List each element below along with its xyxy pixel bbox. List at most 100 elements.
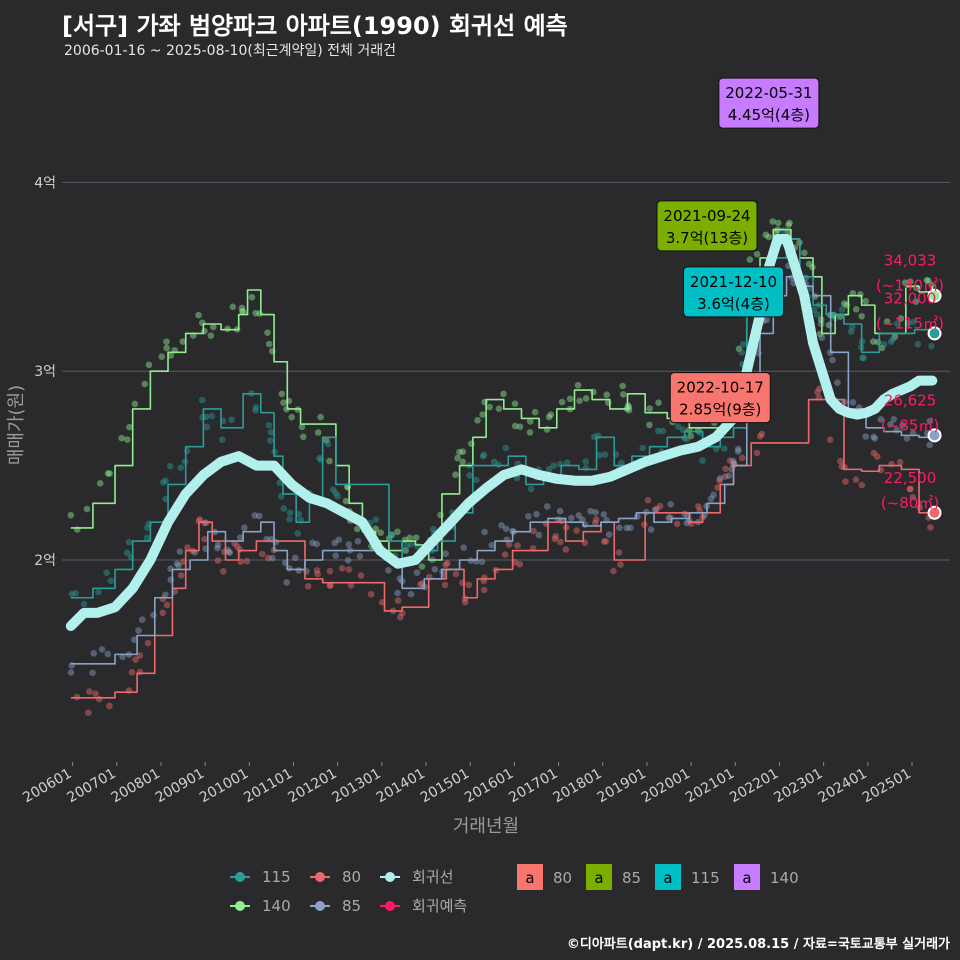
scatter-point xyxy=(131,400,139,408)
scatter-point xyxy=(533,510,540,518)
scatter-point xyxy=(903,435,911,442)
scatter-point xyxy=(625,406,633,414)
scatter-point xyxy=(145,361,153,369)
scatter-point xyxy=(256,310,263,317)
scatter-point xyxy=(344,557,352,564)
scatter-point xyxy=(600,538,608,545)
scatter-point xyxy=(891,333,899,341)
scatter-point xyxy=(896,458,904,466)
scatter-point xyxy=(144,639,152,647)
legend-label: 회귀예측 xyxy=(412,897,467,915)
scatter-point xyxy=(143,534,151,542)
scatter-point xyxy=(655,399,662,406)
scatter-point xyxy=(710,491,717,499)
scatter-point xyxy=(859,354,866,362)
scatter-point xyxy=(163,338,170,345)
scatter-point xyxy=(901,279,909,286)
legend-label: 140 xyxy=(262,897,291,915)
annotations: 2022-05-31 4.45억(4층) 2021-09-24 3.7억(13층) 20… xyxy=(656,77,820,424)
scatter-point xyxy=(442,561,449,569)
scatter-point xyxy=(656,502,664,510)
legend-tag-label: 80 xyxy=(553,869,572,887)
scatter-point xyxy=(923,276,931,284)
annotation-date: 2021-09-24 xyxy=(663,207,750,225)
scatter-point xyxy=(852,476,860,483)
scatter-point xyxy=(385,566,392,574)
scatter-point xyxy=(412,534,420,541)
scatter-point xyxy=(721,473,729,480)
scatter-point xyxy=(126,423,133,431)
annotation-text: 3.7억(13층) xyxy=(666,229,748,247)
scatter-point xyxy=(407,590,415,598)
scatter-point xyxy=(431,566,439,573)
scatter-point xyxy=(162,591,169,599)
scatter-point xyxy=(403,542,410,550)
scatter-point xyxy=(103,569,110,576)
scatter-point xyxy=(237,534,244,541)
x-tick-label: 202501 xyxy=(860,766,914,807)
scatter-point xyxy=(587,507,594,515)
annotation-date: 2021-12-10 xyxy=(690,273,777,291)
scatter-point xyxy=(869,338,877,345)
scatter-point xyxy=(345,541,353,548)
scatter-point xyxy=(167,352,175,359)
scatter-point xyxy=(837,457,844,465)
scatter-point xyxy=(926,441,933,449)
scatter-point xyxy=(814,388,821,396)
scatter-point xyxy=(104,650,112,658)
x-tick-label: 202401 xyxy=(816,766,870,807)
scatter-point xyxy=(730,457,737,465)
scatter-point xyxy=(162,477,169,485)
scatter-point xyxy=(214,544,221,552)
scatter-point xyxy=(166,462,174,470)
scatter-point xyxy=(627,524,634,532)
annotation-box xyxy=(669,372,771,424)
scatter-point xyxy=(413,569,421,576)
scatter-point xyxy=(252,309,259,317)
scatter-point xyxy=(96,480,104,487)
scatter-point xyxy=(858,312,865,320)
legend-tag-box xyxy=(734,864,760,890)
scatter-point xyxy=(623,524,631,532)
scatter-point xyxy=(774,219,782,227)
series-line-140 xyxy=(70,228,934,561)
scatter-point xyxy=(372,525,380,532)
scatter-point xyxy=(459,458,467,466)
scatter-point xyxy=(610,567,617,575)
scatter-point xyxy=(526,429,534,436)
scatter-point xyxy=(239,307,246,315)
x-tick-label: 202101 xyxy=(683,766,737,807)
scatter-point xyxy=(367,590,375,598)
scatter-point xyxy=(163,601,171,609)
scatter-point xyxy=(280,505,288,512)
scatter-point xyxy=(530,527,537,535)
scatter-point xyxy=(877,416,885,423)
scatter-point xyxy=(338,565,346,572)
legend-label: 회귀선 xyxy=(412,868,453,886)
scatter-point xyxy=(256,512,263,520)
series-lines xyxy=(65,228,938,699)
prediction-point xyxy=(927,428,942,443)
scatter-point xyxy=(314,570,321,578)
scatter-point xyxy=(763,316,771,324)
annotation-box xyxy=(718,77,820,129)
scatter-point xyxy=(909,318,917,326)
series-line-115 xyxy=(70,238,934,599)
chart-title: [서구] 가좌 범양파크 아파트(1990) 회귀선 예측 xyxy=(62,12,568,40)
scatter-point xyxy=(280,399,287,406)
scatter-point xyxy=(478,558,486,566)
legend-tag-label: 85 xyxy=(622,869,641,887)
scatter-point xyxy=(286,516,293,523)
scatter-point xyxy=(502,525,510,533)
series-line-85 xyxy=(70,275,934,665)
scatter-point xyxy=(354,537,362,545)
scatter-point xyxy=(124,436,131,443)
scatter-point xyxy=(526,418,534,425)
scatter-point xyxy=(659,427,667,435)
scatter-point xyxy=(647,526,655,533)
scatter-point xyxy=(442,550,449,557)
scatter-point xyxy=(914,340,922,348)
scatter-point xyxy=(239,308,247,316)
x-tick-label: 201101 xyxy=(241,766,295,807)
scatter-point xyxy=(283,579,290,586)
